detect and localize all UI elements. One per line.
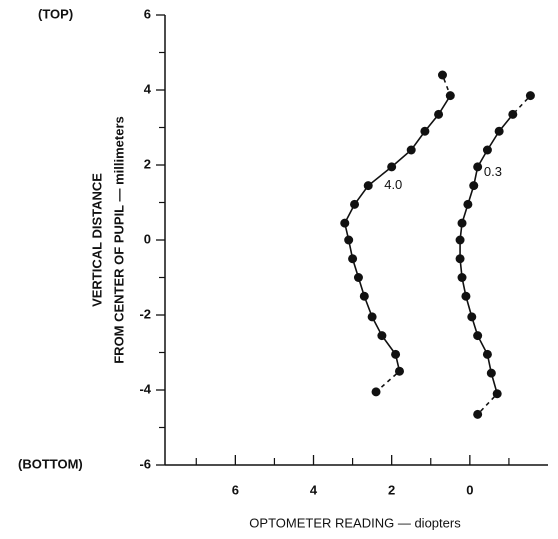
data-point (486, 368, 496, 378)
data-point (492, 389, 502, 399)
x-axis-title: OPTOMETER READING — diopters (249, 515, 461, 530)
data-point (437, 70, 447, 80)
bottom-label: (BOTTOM) (18, 456, 83, 471)
x-tick-label: 2 (388, 482, 395, 497)
series-label: 4.0 (384, 177, 402, 192)
data-point (434, 109, 444, 119)
y-tick-label: -2 (139, 306, 151, 321)
data-point (457, 273, 467, 282)
series-label: 0.3 (484, 164, 502, 179)
data-point (391, 349, 401, 359)
data-point (508, 109, 518, 119)
series-line (459, 95, 531, 415)
data-point (406, 145, 416, 155)
data-point (371, 387, 381, 397)
y-axis-title: FROM CENTER OF PUPIL — millimeters (111, 116, 126, 364)
x-tick-label: 6 (232, 482, 239, 497)
series-line (343, 74, 452, 393)
data-point (394, 366, 404, 376)
y-tick-label: 0 (144, 231, 151, 246)
y-tick-label: -4 (139, 381, 151, 396)
data-point (467, 312, 477, 322)
data-point (455, 235, 465, 245)
data-point (348, 254, 358, 264)
data-point (377, 331, 387, 341)
data-point (457, 218, 467, 228)
data-point (387, 162, 397, 172)
y-tick-label: 4 (144, 81, 152, 96)
data-point (473, 331, 483, 341)
data-point (473, 162, 483, 172)
data-point (420, 126, 430, 136)
y-tick-label: 2 (144, 156, 151, 171)
y-tick-label: -6 (139, 456, 151, 471)
data-point (455, 254, 465, 264)
data-point (340, 218, 350, 228)
data-point (344, 235, 354, 245)
data-point (353, 273, 363, 282)
data-point (482, 145, 492, 155)
dash-cover (375, 370, 401, 394)
y-axis-title: VERTICAL DISTANCE (89, 173, 104, 307)
data-point (473, 409, 483, 419)
data-point (367, 312, 377, 322)
x-tick-label: 0 (466, 482, 473, 497)
data-point (482, 349, 492, 359)
x-tick-label: 4 (310, 482, 318, 497)
data-point (445, 91, 455, 101)
data-point (525, 91, 535, 101)
data-point (494, 126, 504, 136)
data-point (359, 291, 369, 301)
data-point (463, 199, 473, 209)
top-label: (TOP) (38, 6, 73, 21)
y-tick-label: 6 (144, 6, 151, 21)
data-point (363, 181, 373, 191)
data-point (469, 181, 479, 191)
data-point (350, 199, 360, 209)
data-point (461, 291, 471, 301)
